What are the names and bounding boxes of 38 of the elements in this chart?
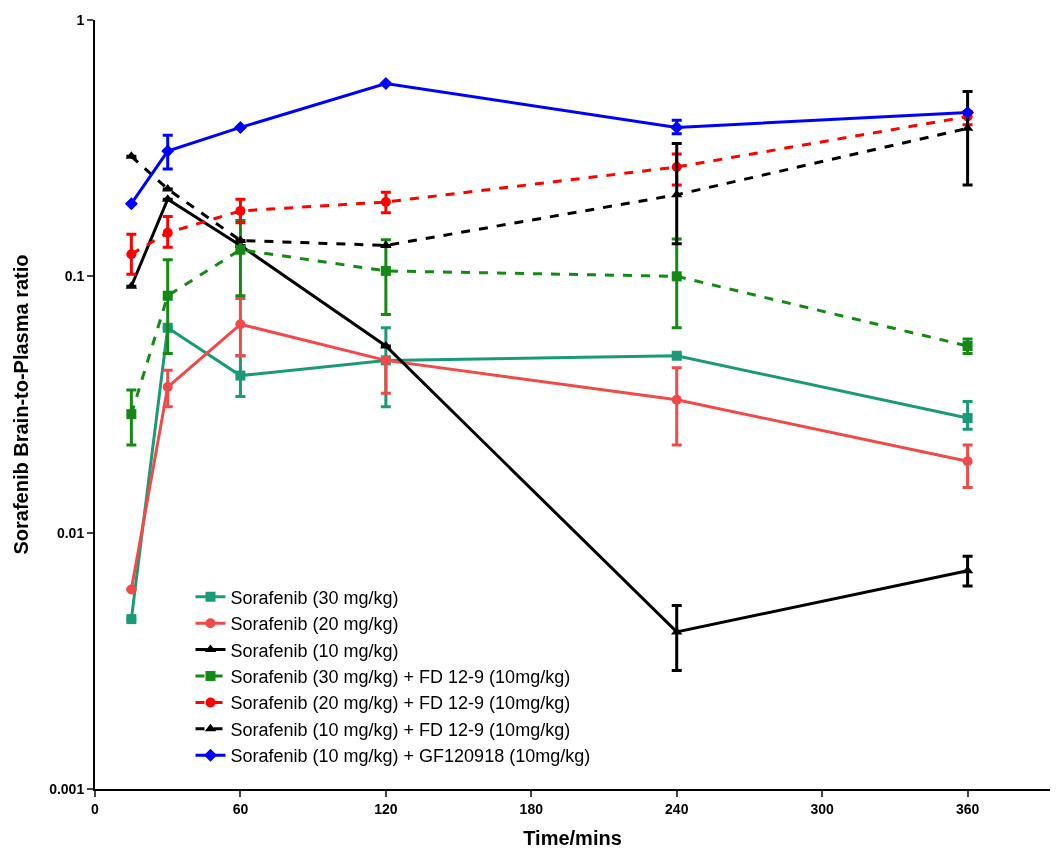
point (962, 456, 973, 467)
x-tick-label: 120 (374, 800, 398, 817)
point (235, 370, 246, 381)
point (380, 196, 391, 207)
point (235, 205, 246, 216)
legend-label: Sorafenib (10 mg/kg) + GF120918 (10mg/kg) (230, 746, 591, 767)
point (671, 271, 682, 282)
point (233, 120, 247, 134)
x-axis-title: Time/mins (523, 826, 622, 849)
point (162, 382, 173, 393)
y-tick-label: 0.001 (49, 780, 85, 797)
x-tick-label: 0 (91, 800, 100, 817)
x-tick-label: 180 (519, 800, 544, 817)
x-tick-label: 60 (232, 800, 249, 817)
point (161, 144, 175, 158)
point (379, 77, 393, 91)
legend-label: Sorafenib (30 mg/kg) (230, 587, 399, 608)
legend-label: Sorafenib (20 mg/kg) (230, 614, 399, 635)
x-tick-label: 240 (665, 800, 689, 817)
x-tick-label: 360 (955, 800, 980, 817)
point (162, 227, 173, 238)
y-tick-label: 1 (76, 11, 85, 28)
y-axis-title: Sorafenib Brain-to-Plasma ratio (10, 254, 33, 555)
legend-label: Sorafenib (10 mg/kg) + FD 12-9 (10mg/kg) (230, 719, 571, 740)
point (126, 409, 137, 420)
point (671, 394, 682, 405)
point (235, 319, 246, 330)
y-tick-label: 0.01 (56, 524, 85, 541)
legend-label: Sorafenib (20 mg/kg) + FD 12-9 (10mg/kg) (230, 693, 571, 714)
point (126, 249, 137, 260)
point (380, 265, 391, 276)
x-tick-label: 300 (810, 800, 835, 817)
point (671, 350, 682, 361)
legend-label: Sorafenib (30 mg/kg) + FD 12-9 (10mg/kg) (230, 667, 571, 688)
y-tick-label: 0.1 (64, 268, 85, 285)
point (962, 413, 973, 424)
legend-label: Sorafenib (10 mg/kg) (230, 640, 399, 661)
point (162, 290, 173, 301)
